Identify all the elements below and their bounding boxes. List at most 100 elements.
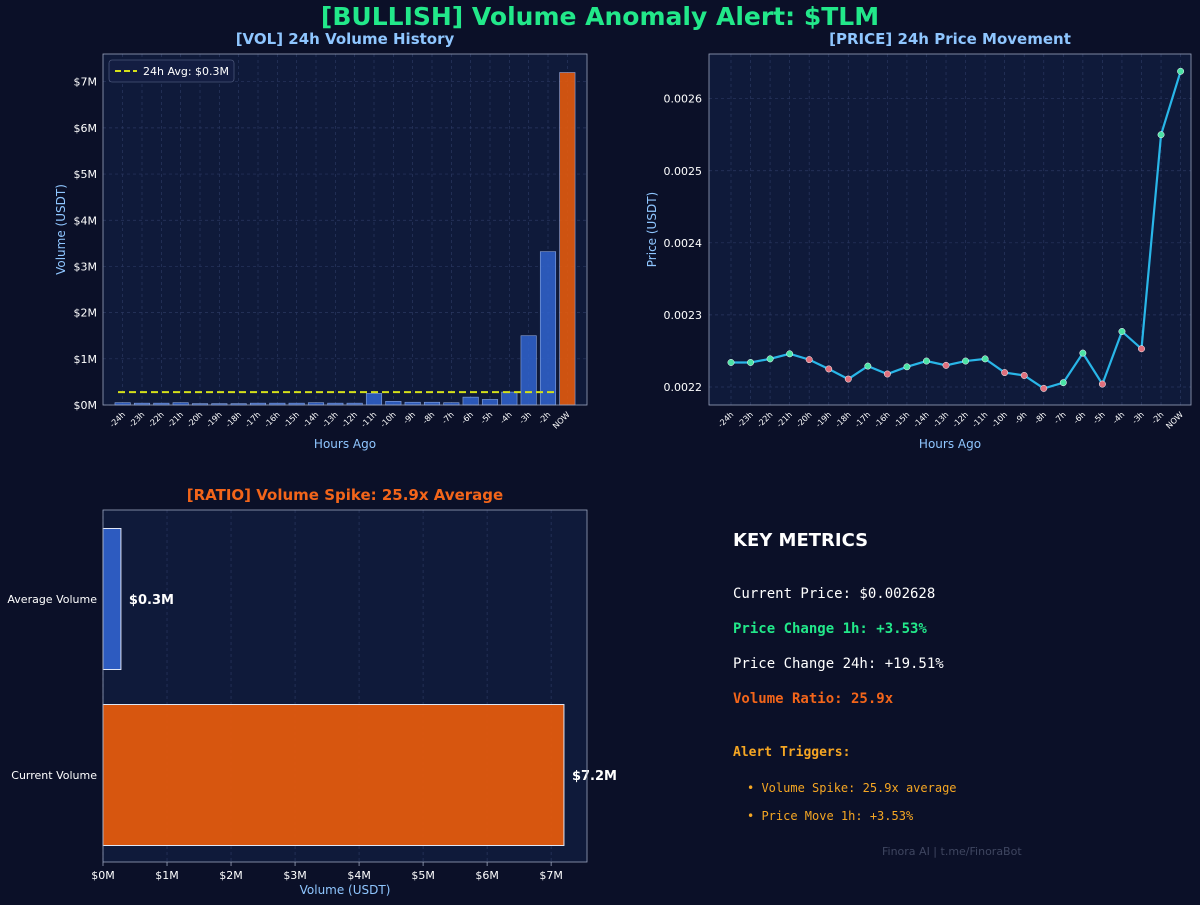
ratio-value-label: $0.3M (129, 593, 174, 608)
ratio-x-tick: $2M (219, 869, 243, 882)
volume-chart-title: [VOL] 24h Volume History (236, 30, 455, 48)
alert-trigger-item: • Volume Spike: 25.9x average (747, 781, 957, 795)
volume-x-tick: -21h (166, 410, 185, 429)
volume-legend-box (108, 59, 235, 83)
price-point (766, 355, 774, 363)
volume-x-tick: -2h (537, 410, 553, 426)
volume-x-tick: -14h (301, 410, 320, 429)
ratio-value-label: $7.2M (572, 769, 617, 784)
volume-y-tick: $0M (74, 399, 98, 412)
ratio-bar (102, 704, 565, 846)
volume-y-tick: $1M (74, 353, 98, 366)
price-point (1157, 131, 1165, 139)
price-y-tick: 0.0026 (664, 93, 703, 106)
price-point (962, 357, 970, 365)
volume-x-tick: -6h (459, 410, 475, 426)
price-point (1040, 384, 1048, 392)
price-point (1059, 379, 1067, 387)
volume-plot-frame (102, 53, 588, 406)
volume-x-label: Hours Ago (314, 437, 376, 451)
ratio-x-label: Volume (USDT) (300, 883, 391, 897)
volume-x-tick: -12h (340, 410, 359, 429)
price-point (1001, 369, 1009, 377)
price-point (942, 361, 950, 369)
price-point (1118, 328, 1126, 335)
volume-x-tick: -4h (498, 410, 514, 426)
volume-legend-label: 24h Avg: $0.3M (143, 65, 229, 78)
ratio-x-tick: $0M (91, 869, 115, 882)
volume-bar (501, 391, 518, 406)
volume-x-tick: -10h (379, 410, 398, 429)
price-point (883, 370, 891, 378)
price-point (1020, 371, 1028, 379)
price-point (1098, 380, 1106, 388)
price-point (864, 362, 872, 370)
volume-x-tick: -3h (517, 410, 533, 426)
volume-x-tick: -8h (421, 410, 437, 426)
ratio-x-tick: $6M (475, 869, 499, 882)
price-point (844, 375, 852, 383)
price-point (805, 356, 813, 364)
volume-y-tick: $2M (74, 307, 98, 320)
ratio-x-tick: $7M (539, 869, 563, 882)
footer-credit: Finora AI | t.me/FinoraBot (882, 845, 1022, 858)
volume-bar (559, 72, 576, 406)
volume-bar (404, 401, 421, 406)
price-point (903, 363, 911, 371)
key-metrics-panel: KEY METRICS Current Price: $0.002628 Pri… (733, 0, 1173, 905)
volume-x-tick: -23h (127, 410, 146, 429)
volume-y-tick: $7M (74, 76, 98, 89)
volume-bar (365, 393, 383, 406)
price-point (1177, 67, 1185, 75)
ratio-x-tick: $3M (283, 869, 307, 882)
volume-ratio: Volume Ratio: 25.9x (733, 691, 894, 707)
volume-bar (423, 401, 441, 406)
volume-x-tick: -24h (108, 410, 127, 429)
ratio-category-label: Current Volume (11, 769, 97, 782)
price-point (825, 365, 833, 373)
volume-x-tick: -19h (205, 410, 224, 429)
volume-x-tick: -22h (147, 410, 166, 429)
price-y-tick: 0.0022 (664, 381, 703, 394)
price-y-tick: 0.0023 (664, 309, 703, 322)
volume-x-tick: -15h (282, 410, 301, 429)
price-y-tick: 0.0025 (664, 165, 703, 178)
price-point (747, 359, 754, 366)
volume-x-tick: -9h (401, 410, 417, 426)
price-plot-frame (708, 53, 1192, 406)
alert-trigger-item: • Price Move 1h: +3.53% (747, 809, 914, 823)
current-price: Current Price: $0.002628 (733, 586, 936, 602)
price-y-tick: 0.0024 (664, 237, 703, 250)
volume-plot-area (103, 54, 587, 405)
volume-y-tick: $6M (74, 122, 98, 135)
alert-triggers-title: Alert Triggers: (733, 745, 851, 760)
ratio-category-label: Average Volume (7, 593, 97, 606)
key-metrics-title: KEY METRICS (733, 530, 869, 551)
ratio-x-tick: $1M (155, 869, 179, 882)
main-title: [BULLISH] Volume Anomaly Alert: $TLM (320, 2, 880, 31)
volume-bar (385, 401, 402, 406)
ratio-x-tick: $4M (347, 869, 371, 882)
volume-bar (481, 399, 499, 406)
volume-y-tick: $4M (74, 214, 98, 227)
volume-bar (462, 396, 479, 406)
volume-x-tick: -17h (243, 410, 262, 429)
price-y-label: Price (USDT) (645, 192, 659, 267)
volume-x-tick: -16h (263, 410, 282, 429)
price-point (1138, 345, 1145, 353)
price-change-24h: Price Change 24h: +19.51% (733, 656, 944, 672)
price-x-label: Hours Ago (919, 437, 981, 451)
price-change-1h: Price Change 1h: +3.53% (733, 621, 927, 637)
ratio-plot-frame (102, 509, 588, 863)
volume-x-tick: -5h (479, 410, 495, 426)
volume-x-tick: NOW (551, 410, 572, 431)
price-point (923, 357, 930, 365)
price-point (727, 359, 735, 366)
price-point (786, 350, 794, 358)
volume-x-tick: -7h (440, 410, 456, 426)
ratio-bar (102, 528, 122, 670)
volume-bar (520, 335, 537, 406)
volume-x-tick: -18h (224, 410, 243, 429)
price-point (981, 355, 989, 363)
